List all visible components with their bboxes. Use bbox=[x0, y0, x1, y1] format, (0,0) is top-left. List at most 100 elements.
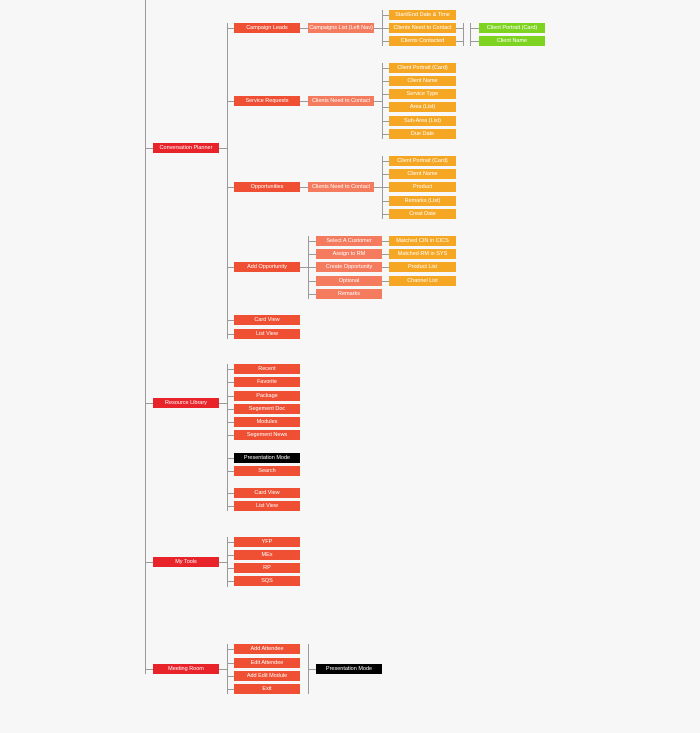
connector bbox=[227, 555, 234, 556]
connector bbox=[382, 254, 389, 255]
connector bbox=[382, 107, 389, 108]
connector bbox=[300, 28, 308, 29]
connector bbox=[227, 663, 234, 664]
connector bbox=[382, 241, 389, 242]
connector bbox=[308, 669, 316, 670]
connector bbox=[382, 187, 389, 188]
node-rl-recent: Recent bbox=[234, 364, 300, 374]
node-op-need-contact: Clients Need to Contact bbox=[308, 182, 374, 192]
connector bbox=[227, 649, 234, 650]
node-mr-add-attendee: Add Attendee bbox=[234, 644, 300, 654]
node-rl-package: Package bbox=[234, 391, 300, 401]
connector bbox=[227, 458, 234, 459]
node-rl-segement-doc: Segement Doc bbox=[234, 404, 300, 414]
connector bbox=[382, 15, 389, 16]
connector bbox=[219, 669, 227, 670]
node-ao-channel-list: Channel List bbox=[389, 276, 456, 286]
connector bbox=[374, 187, 382, 188]
node-op-product: Product bbox=[389, 182, 456, 192]
connector bbox=[308, 267, 316, 268]
connector bbox=[382, 28, 389, 29]
node-op-remarks: Remarks (List) bbox=[389, 196, 456, 206]
connector bbox=[145, 562, 153, 563]
connector bbox=[227, 396, 234, 397]
connector bbox=[374, 28, 382, 29]
connector bbox=[382, 281, 389, 282]
connector bbox=[227, 542, 234, 543]
node-rl-presentation-mode: Presentation Mode bbox=[234, 453, 300, 463]
connector bbox=[308, 294, 316, 295]
node-cl-client-name: Client Name bbox=[479, 36, 545, 46]
node-ao-optional: Optional bbox=[316, 276, 382, 286]
node-cl-portrait-card: Client Portrait (Card) bbox=[479, 23, 545, 33]
connector bbox=[227, 409, 234, 410]
node-mt-yfp: YFP bbox=[234, 537, 300, 547]
connector bbox=[308, 281, 316, 282]
connector bbox=[382, 214, 389, 215]
node-ao-create-opportunity: Create Opportunity bbox=[316, 262, 382, 272]
connector bbox=[308, 241, 316, 242]
node-cl-start-end: Start/End Date & Time bbox=[389, 10, 456, 20]
node-sr-need-contact: Clients Need to Contact bbox=[308, 96, 374, 106]
connector bbox=[227, 644, 228, 694]
node-ao-product-list: Product List bbox=[389, 262, 456, 272]
node-cl-contacted: Clients Contacted bbox=[389, 36, 456, 46]
node-cp-list-view: List View bbox=[234, 329, 300, 339]
connector bbox=[227, 676, 234, 677]
connector bbox=[300, 187, 308, 188]
node-rl-search: Search bbox=[234, 466, 300, 476]
connector bbox=[227, 382, 234, 383]
node-mt-mex: MEx bbox=[234, 550, 300, 560]
connector bbox=[227, 422, 234, 423]
connector bbox=[145, 148, 153, 149]
connector bbox=[227, 369, 234, 370]
connector bbox=[145, 403, 153, 404]
node-rl-list-view: List View bbox=[234, 501, 300, 511]
node-mr-add-edit-module: Add Edit Module bbox=[234, 671, 300, 681]
node-meeting-room: Meeting Room bbox=[153, 664, 219, 674]
node-sr-area: Area (List) bbox=[389, 102, 456, 112]
connector bbox=[219, 148, 227, 149]
connector bbox=[382, 201, 389, 202]
connector bbox=[227, 581, 234, 582]
connector bbox=[219, 403, 227, 404]
node-op-client-name: Client Name bbox=[389, 169, 456, 179]
connector bbox=[227, 187, 234, 188]
node-sr-sub-area: Sub-Area (List) bbox=[389, 116, 456, 126]
node-campaigns-list: Campaigns List (Left Nav) bbox=[308, 23, 374, 33]
node-mt-sqs: SQS bbox=[234, 576, 300, 586]
connector bbox=[382, 68, 389, 69]
connector bbox=[470, 23, 471, 46]
node-cp-card-view: Card View bbox=[234, 315, 300, 325]
node-ao-remarks: Remarks bbox=[316, 289, 382, 299]
connector bbox=[382, 174, 389, 175]
connector bbox=[382, 94, 389, 95]
node-rl-card-view: Card View bbox=[234, 488, 300, 498]
node-service-requests: Service Requests bbox=[234, 96, 300, 106]
node-ao-matched-cin: Matched CIN in CICS bbox=[389, 236, 456, 246]
connector bbox=[382, 63, 383, 139]
connector bbox=[382, 121, 389, 122]
connector bbox=[227, 23, 228, 339]
node-mr-edit-attendee: Edit Attendee bbox=[234, 658, 300, 668]
connector bbox=[374, 101, 382, 102]
connector bbox=[227, 435, 234, 436]
node-sr-due-date: Due Date bbox=[389, 129, 456, 139]
connector bbox=[227, 101, 234, 102]
connector bbox=[227, 267, 234, 268]
node-ao-matched-rm: Matched RM in SYS bbox=[389, 249, 456, 259]
connector bbox=[463, 23, 464, 46]
node-resource-library: Resource Library bbox=[153, 398, 219, 408]
connector bbox=[227, 506, 234, 507]
connector bbox=[227, 364, 228, 511]
node-rl-modules: Modules bbox=[234, 417, 300, 427]
node-campaign-leads: Campaign Leads bbox=[234, 23, 300, 33]
connector bbox=[227, 689, 234, 690]
node-conversation-planner: Conversation Planner bbox=[153, 143, 219, 153]
connector bbox=[227, 537, 228, 587]
connector bbox=[227, 471, 234, 472]
node-rl-segement-news: Segement News bbox=[234, 430, 300, 440]
connector bbox=[227, 568, 234, 569]
node-add-opportunity: Add Opportunity bbox=[234, 262, 300, 272]
